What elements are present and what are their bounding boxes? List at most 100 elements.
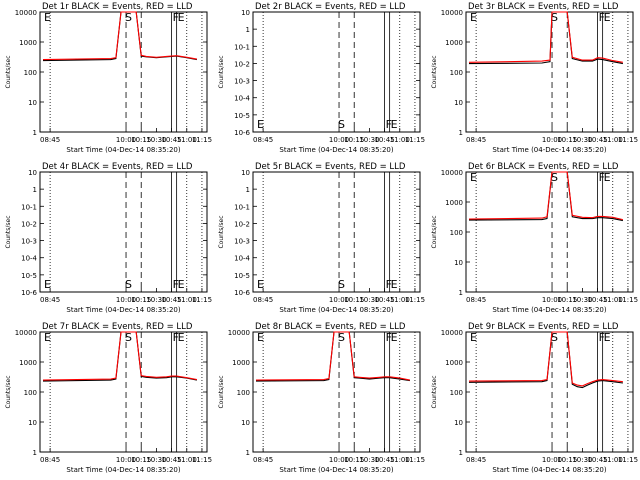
y-tick-label: 10 [241,169,250,177]
x-tick-label: 11:15 [192,136,212,144]
x-tick-label: 11:00 [390,136,410,144]
x-tick-label: 10:30 [359,456,379,464]
y-tick-label: 10-5 [234,272,250,280]
x-axis-label: Start Time (04-Dec-14 08:35:20) [492,146,606,154]
x-tick-label: 08:45 [40,456,60,464]
series-lld-line [468,11,623,63]
y-tick-label: 10-2 [234,60,250,68]
x-tick-label: 10:15 [131,456,151,464]
x-tick-label: 10:15 [344,456,364,464]
x-tick-label: 10:30 [359,296,379,304]
y-tick-label: 10 [28,419,37,427]
x-tick-label: 10:45 [161,296,181,304]
y-axis-label: Counts/sec [431,55,438,88]
plot-frame [39,171,208,293]
y-tick-label: 10-3 [21,238,37,246]
x-tick-label: 11:15 [405,456,425,464]
x-tick-label: 10:15 [131,136,151,144]
y-tick-label: 10 [241,9,250,17]
panel-det2r: Det 2r BLACK = Events, RED = LLD 10 1 10-1 1… [218,2,425,154]
x-tick-label: 10:30 [572,296,592,304]
series-lld-line [255,331,411,381]
x-tick-label: 08:45 [253,456,273,464]
x-tick-label: 11:15 [405,136,425,144]
plot-frame [252,11,421,133]
x-tick-label: 10:00 [542,296,562,304]
x-tick-label: 10:30 [359,136,379,144]
plot-frame [465,331,634,453]
plot-frame [39,11,208,133]
y-axis-label: Counts/sec [218,55,225,88]
event-marker-e: E [391,331,398,344]
x-tick-label: 10:15 [344,296,364,304]
panel-det4r: Det 4r BLACK = Events, RED = LLD 10 1 10-1 1… [5,162,212,314]
event-marker-f: F [386,331,392,344]
event-marker-e: E [178,278,185,291]
x-tick-label: 10:15 [131,296,151,304]
y-tick-label: 100 [450,229,463,237]
event-marker-e: E [257,331,264,344]
y-axis-label: Counts/sec [5,55,12,88]
x-tick-label: 11:00 [177,456,197,464]
y-tick-label: 100 [24,69,37,77]
event-marker-e: E [470,331,477,344]
event-marker-e: E [391,278,398,291]
y-tick-label: 1000 [445,359,463,367]
y-tick-label: 1 [33,186,37,194]
event-marker-s: S [338,118,345,131]
y-tick-label: 1000 [19,39,37,47]
x-tick-label: 10:45 [161,136,181,144]
event-marker-s: S [338,278,345,291]
y-tick-label: 1000 [19,359,37,367]
panel-title: Det 2r BLACK = Events, RED = LLD [255,2,406,12]
event-marker-s: S [338,331,345,344]
event-marker-e: E [257,278,264,291]
y-tick-label: 10000 [441,169,463,177]
event-marker-e: E [604,11,611,24]
y-tick-label: 10-4 [234,255,250,263]
event-marker-f: F [599,11,605,24]
x-tick-label: 10:00 [329,296,349,304]
x-tick-label: 10:45 [161,456,181,464]
panel-title: Det 1r BLACK = Events, RED = LLD [42,2,193,12]
y-tick-label: 10-3 [234,78,250,86]
panel-title: Det 3r BLACK = Events, RED = LLD [468,2,619,12]
y-tick-label: 10000 [15,9,37,17]
y-tick-label: 1 [33,449,37,457]
y-axis-label: Counts/sec [431,215,438,248]
event-marker-f: F [386,118,392,131]
y-tick-label: 1000 [445,199,463,207]
event-marker-e: E [44,11,51,24]
x-tick-label: 10:30 [572,136,592,144]
x-axis-label: Start Time (04-Dec-14 08:35:20) [66,306,180,314]
panel-title: Det 4r BLACK = Events, RED = LLD [42,162,193,172]
y-tick-label: 10-1 [234,43,250,51]
y-tick-label: 10 [454,259,463,267]
x-tick-label: 11:15 [618,456,638,464]
x-tick-label: 11:15 [618,296,638,304]
x-tick-label: 08:45 [466,456,486,464]
y-tick-label: 1000 [445,39,463,47]
event-marker-e: E [604,171,611,184]
y-tick-label: 10000 [441,329,463,337]
y-tick-label: 10-4 [21,255,37,263]
y-tick-label: 1 [246,449,250,457]
y-tick-label: 1 [459,449,463,457]
y-tick-label: 10000 [441,9,463,17]
x-tick-label: 10:15 [557,456,577,464]
x-tick-label: 10:00 [116,456,136,464]
x-axis-label: Start Time (04-Dec-14 08:35:20) [66,146,180,154]
event-marker-s: S [551,331,558,344]
x-tick-label: 10:45 [587,456,607,464]
y-tick-label: 10-4 [234,95,250,103]
y-tick-label: 10000 [228,329,250,337]
event-marker-e: E [44,331,51,344]
x-axis-label: Start Time (04-Dec-14 08:35:20) [279,146,393,154]
x-axis-label: Start Time (04-Dec-14 08:35:20) [66,466,180,474]
event-marker-s: S [551,171,558,184]
series-lld-line [468,331,623,387]
x-axis-label: Start Time (04-Dec-14 08:35:20) [279,306,393,314]
event-marker-f: F [173,278,179,291]
x-tick-label: 11:15 [405,296,425,304]
y-tick-label: 10-1 [234,203,250,211]
